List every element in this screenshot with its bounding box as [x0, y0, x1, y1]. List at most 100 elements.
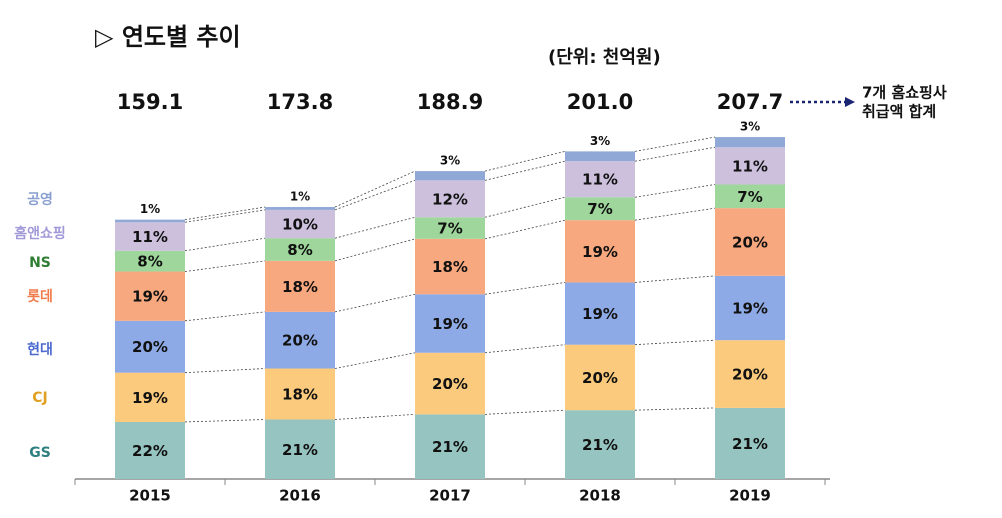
bar-segment: [715, 275, 785, 341]
segment-label: 11%: [732, 157, 768, 175]
bar-segment: [415, 217, 485, 239]
connector-line: [184, 419, 266, 423]
segment-label: 20%: [582, 369, 618, 387]
connector-line: [184, 260, 266, 272]
segment-label: 3%: [590, 134, 610, 148]
connector-line: [334, 216, 416, 239]
segment-label: 3%: [740, 120, 760, 134]
legend-label: CJ: [32, 390, 47, 406]
segment-label: 8%: [137, 253, 162, 271]
bar-segment: [115, 271, 185, 321]
bar-segment: [115, 421, 185, 479]
connector-line: [634, 136, 716, 152]
bar-segment: [715, 208, 785, 276]
bar-segment: [265, 368, 335, 420]
bar-segment: [115, 320, 185, 373]
segment-label: 1%: [290, 190, 310, 204]
connector-line: [634, 275, 716, 283]
bar-segment: [115, 250, 185, 272]
segment-label: 11%: [582, 171, 618, 189]
connector-line: [334, 179, 416, 211]
connector-line: [334, 413, 416, 420]
segment-label: 19%: [732, 300, 768, 318]
total-label: 173.8: [267, 90, 333, 114]
bar-segment: [265, 260, 335, 312]
bar-segment: [565, 197, 635, 221]
unit-label: (단위: 천억원): [548, 47, 661, 68]
connector-line: [334, 352, 416, 369]
bar-segment: [415, 180, 485, 218]
annotation-line: 7개 홈쇼핑사: [862, 84, 947, 102]
total-label: 207.7: [717, 90, 783, 114]
connector-line: [634, 207, 716, 221]
connector-line: [184, 209, 266, 223]
segment-label: 19%: [432, 315, 468, 333]
total-label: 201.0: [567, 90, 633, 114]
connector-line: [484, 219, 566, 240]
bar-segment: [415, 294, 485, 353]
bar-segment: [565, 161, 635, 198]
total-label: 188.9: [417, 90, 483, 114]
segment-label: 18%: [282, 278, 318, 296]
connector-line: [184, 311, 266, 322]
segment-label: 8%: [287, 241, 312, 259]
bar-segment: [265, 209, 335, 239]
legend-label: 공영: [27, 191, 53, 208]
segment-label: 21%: [582, 436, 618, 454]
legend-label: 현대: [27, 342, 53, 358]
segment-label: 7%: [587, 200, 612, 218]
bar-segment: [715, 147, 785, 185]
total-label: 159.1: [117, 90, 183, 114]
bar-segment: [415, 171, 485, 181]
connector-line: [184, 237, 266, 252]
segment-label: 3%: [440, 154, 460, 168]
segment-label: 21%: [282, 441, 318, 459]
segment-label: 19%: [582, 305, 618, 323]
annotation-line: 취급액 합계: [862, 103, 936, 121]
connector-line: [484, 344, 566, 354]
segment-label: 20%: [732, 366, 768, 384]
arrow-head: [845, 97, 855, 107]
x-tick-label: 2017: [429, 487, 471, 505]
connector-line: [184, 368, 266, 374]
connector-line: [484, 196, 566, 218]
connector-line: [634, 146, 716, 162]
x-tick-label: 2018: [579, 487, 621, 505]
bar-segment: [115, 219, 185, 223]
segment-label: 20%: [732, 234, 768, 252]
segment-label: 19%: [132, 288, 168, 306]
connector-line: [484, 282, 566, 295]
x-tick-label: 2015: [129, 487, 171, 505]
bar-segment: [265, 419, 335, 479]
connector-line: [484, 409, 566, 415]
connector-line: [634, 184, 716, 198]
bar-segment: [415, 238, 485, 295]
segment-label: 21%: [732, 435, 768, 453]
segment-label: 22%: [132, 442, 168, 460]
bar-segment: [415, 352, 485, 415]
segment-label: 20%: [432, 375, 468, 393]
x-tick-label: 2016: [279, 487, 321, 505]
segment-label: 7%: [737, 188, 762, 206]
connector-line: [484, 160, 566, 181]
bar-segment: [265, 311, 335, 369]
segment-label: 11%: [132, 228, 168, 246]
bar-segment: [115, 222, 185, 251]
bar-segment: [115, 372, 185, 422]
bar-segment: [715, 184, 785, 209]
segment-label: 1%: [140, 202, 160, 216]
bar-segment: [565, 220, 635, 283]
legend-label: NS: [29, 255, 51, 271]
bar-segment: [565, 151, 635, 162]
bar-segment: [715, 137, 785, 148]
connector-line: [484, 150, 566, 172]
bar-segment: [265, 238, 335, 261]
segment-label: 20%: [282, 332, 318, 350]
legend-label: GS: [29, 445, 51, 461]
connector-line: [634, 407, 716, 411]
connector-line: [184, 206, 266, 221]
segment-label: 20%: [132, 338, 168, 356]
bar-segment: [565, 410, 635, 479]
connector-line: [334, 293, 416, 313]
